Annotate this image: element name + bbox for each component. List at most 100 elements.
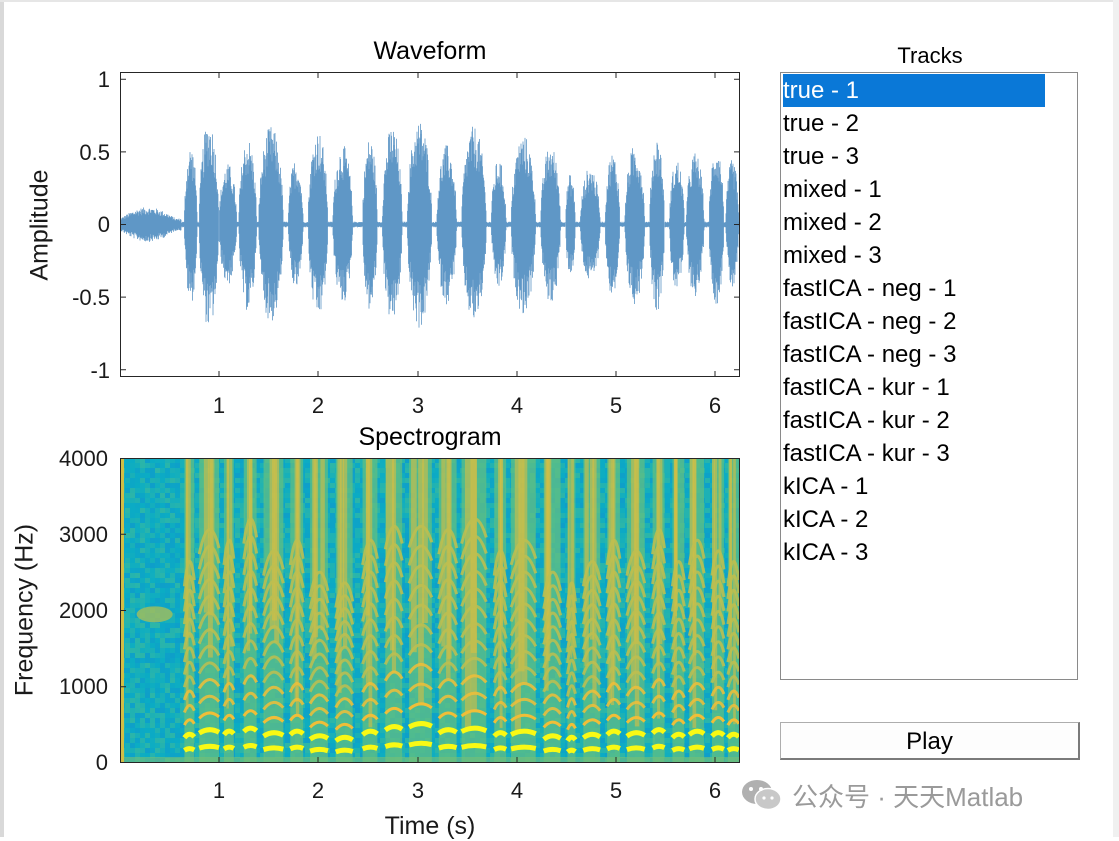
spectrogram-cell xyxy=(175,558,180,563)
spectrogram-cell xyxy=(150,483,155,488)
spectrogram-cell xyxy=(145,483,150,488)
spectrogram-cell xyxy=(155,593,160,598)
spectrogram-cell xyxy=(285,583,290,588)
spectrogram-cell xyxy=(330,603,335,608)
spectrogram-cell xyxy=(170,723,175,728)
spectrogram-cell xyxy=(165,653,170,658)
spectrogram-cell xyxy=(165,513,170,518)
spectrogram-cell xyxy=(155,543,160,548)
spectrogram-plot[interactable] xyxy=(120,458,740,763)
spectrogram-cell xyxy=(135,533,140,538)
spectrogram-cell xyxy=(140,708,145,713)
spectrogram-cell xyxy=(145,468,150,473)
spectrogram-cell xyxy=(125,528,130,533)
spectrogram-cell xyxy=(330,573,335,578)
spectrogram-cell xyxy=(150,588,155,593)
spectrogram-cell xyxy=(330,608,335,613)
spectrogram-cell xyxy=(380,483,385,488)
spectrogram-cell xyxy=(155,488,160,493)
spectrogram-cell xyxy=(170,508,175,513)
window-left-edge xyxy=(0,0,4,837)
spectrogram-cell xyxy=(135,648,140,653)
spectrogram-cell xyxy=(285,478,290,483)
spectrogram-cell xyxy=(380,508,385,513)
spectrogram-cell xyxy=(125,663,130,668)
spectrogram-xtick: 1 xyxy=(213,778,225,804)
spectrogram-cell xyxy=(150,648,155,653)
spectrogram-cell xyxy=(150,533,155,538)
spectrogram-cell xyxy=(135,573,140,578)
spectrogram-cell xyxy=(145,528,150,533)
spectrogram-cell xyxy=(180,728,185,733)
spectrogram-cell xyxy=(170,488,175,493)
spectrogram-cell xyxy=(150,593,155,598)
spectrogram-cell xyxy=(145,533,150,538)
spectrogram-cell xyxy=(140,718,145,723)
spectrogram-cell xyxy=(125,703,130,708)
spectrogram-cell xyxy=(175,573,180,578)
spectrogram-cell xyxy=(180,518,185,523)
spectrogram-cell xyxy=(160,493,165,498)
spectrogram-cell xyxy=(135,708,140,713)
spectrogram-cell xyxy=(130,578,135,583)
spectrogram-cell xyxy=(355,528,360,533)
spectrogram-cell xyxy=(160,533,165,538)
spectrogram-cell xyxy=(130,503,135,508)
spectrogram-cell xyxy=(130,498,135,503)
spectrogram-cell xyxy=(140,573,145,578)
spectrogram-cell xyxy=(135,673,140,678)
spectrogram-cell xyxy=(135,598,140,603)
spectrogram-cell xyxy=(305,513,310,518)
spectrogram-cell xyxy=(235,588,240,593)
spectrogram-cell xyxy=(130,648,135,653)
spectrogram-cell xyxy=(160,668,165,673)
spectrogram-cell xyxy=(180,548,185,553)
spectrogram-cell xyxy=(140,673,145,678)
spectrogram-cell xyxy=(150,668,155,673)
spectrogram-cell xyxy=(160,713,165,718)
spectrogram-cell xyxy=(175,678,180,683)
spectrogram-cell xyxy=(355,608,360,613)
spectrogram-cell xyxy=(235,568,240,573)
spectrogram-cell xyxy=(155,523,160,528)
spectrogram-cell xyxy=(355,593,360,598)
waveform-xtick: 2 xyxy=(312,393,324,419)
spectrogram-cell xyxy=(165,588,170,593)
spectrogram-cell xyxy=(380,633,385,638)
spectrogram-cell xyxy=(180,558,185,563)
spectrogram-cell xyxy=(355,508,360,513)
spectrogram-cell xyxy=(140,518,145,523)
spectrogram-cell xyxy=(305,613,310,618)
spectrogram-cell xyxy=(170,643,175,648)
spectrogram-cell xyxy=(285,513,290,518)
spectrogram-cell xyxy=(235,548,240,553)
spectrogram-cell xyxy=(145,678,150,683)
spectrogram-xtick: 2 xyxy=(312,778,324,804)
spectrogram-cell xyxy=(160,733,165,738)
spectrogram-cell xyxy=(235,718,240,723)
waveform-plot[interactable] xyxy=(120,72,740,377)
spectrogram-cell xyxy=(160,673,165,678)
spectrogram-cell xyxy=(355,523,360,528)
spectrogram-cell xyxy=(125,618,130,623)
spectrogram-cell xyxy=(305,533,310,538)
spectrogram-cell xyxy=(170,638,175,643)
spectrogram-cell xyxy=(180,503,185,508)
spectrogram-cell xyxy=(125,603,130,608)
spectrogram-cell xyxy=(380,568,385,573)
spectrogram-cell xyxy=(170,468,175,473)
spectrogram-cell xyxy=(355,598,360,603)
spectrogram-cell xyxy=(285,553,290,558)
spectrogram-cell xyxy=(160,633,165,638)
spectrogram-cell xyxy=(135,518,140,523)
spectrogram-cell xyxy=(140,568,145,573)
spectrogram-cell xyxy=(160,628,165,633)
spectrogram-cell xyxy=(180,738,185,743)
spectrogram-cell xyxy=(380,528,385,533)
spectrogram-cell xyxy=(170,738,175,743)
spectrogram-cell xyxy=(145,623,150,628)
spectrogram-cell xyxy=(355,638,360,643)
spectrogram-cell xyxy=(330,548,335,553)
spectrogram-cell xyxy=(130,568,135,573)
spectrogram-cell xyxy=(180,463,185,468)
